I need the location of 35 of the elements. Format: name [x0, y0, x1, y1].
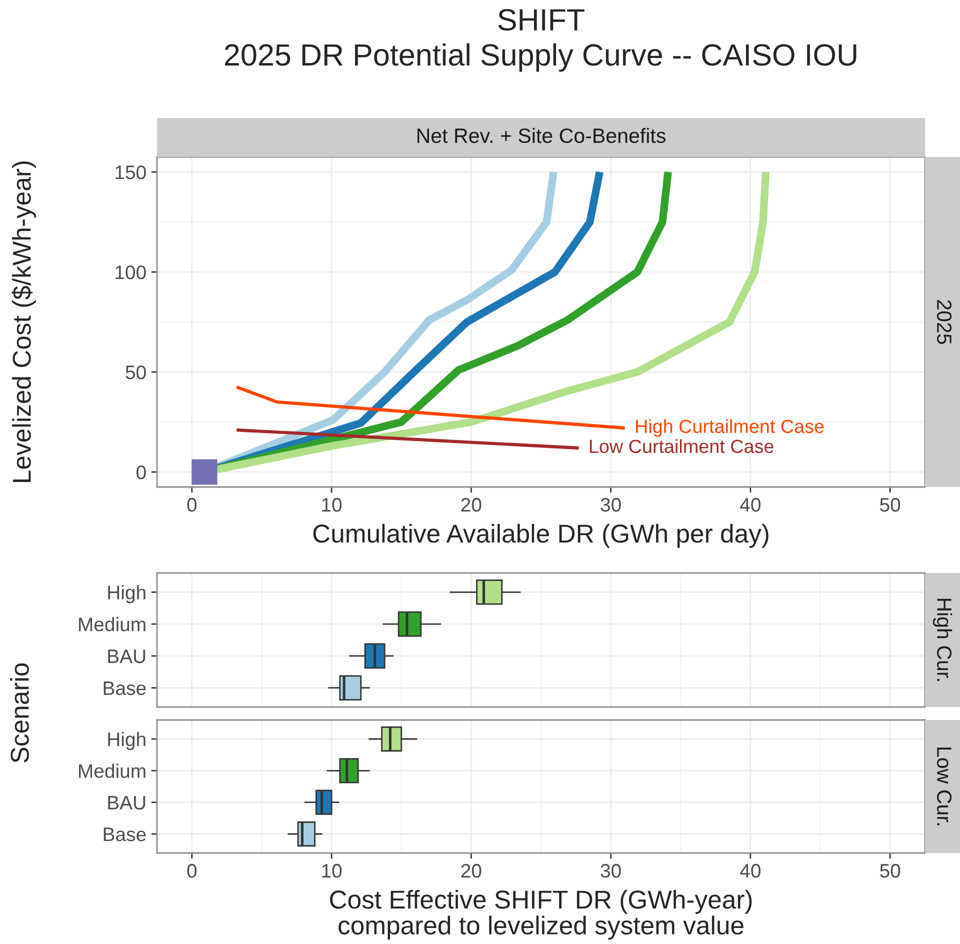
- y-tick-label: 0: [136, 465, 146, 480]
- x-tick-label: 50: [880, 498, 900, 512]
- text: Low Cur.: [936, 748, 952, 826]
- series-label: Low Curtailment Case: [590, 439, 774, 454]
- x-tick-label: 10: [322, 864, 342, 878]
- y-tick-label: High: [108, 732, 146, 750]
- series-label: High Curtailment Case: [636, 419, 824, 437]
- x-tick-label: 40: [740, 864, 761, 878]
- x-tick-label: 20: [461, 864, 482, 878]
- y-tick-label: 50: [126, 365, 146, 380]
- y-tick-label: BAU: [108, 650, 146, 664]
- x-tick-label: 20: [461, 498, 482, 512]
- y-axis-title: Levelized Cost ($/kWh-year): [12, 162, 36, 482]
- y-tick-label: 150: [116, 165, 146, 180]
- x-axis-title: Cost Effective SHIFT DR (GWh-year) compared to levelized system value: [330, 890, 752, 940]
- y-tick-label: High: [108, 585, 146, 604]
- y-tick-label: Medium: [79, 617, 146, 632]
- text: High Cur.: [932, 598, 952, 681]
- y-tick-label: Base: [104, 828, 146, 842]
- text: 2025: [936, 300, 952, 344]
- x-tick-label: 10: [322, 498, 342, 512]
- x-tick-label: 40: [740, 498, 761, 512]
- chart-subtitle: Net Rev. + Site Co-Benefits: [417, 128, 666, 144]
- x-tick-label: 0: [187, 498, 197, 512]
- x-tick-label: 50: [880, 864, 900, 878]
- y-tick-label: Base: [104, 682, 146, 696]
- y-tick-label: 100: [116, 265, 146, 280]
- y-tick-label: BAU: [108, 796, 146, 810]
- x-tick-label: 30: [600, 498, 621, 512]
- x-tick-label: 30: [600, 864, 621, 878]
- y-axis-title: Scenario: [10, 663, 29, 763]
- x-tick-label: 0: [187, 864, 197, 878]
- x-axis-title: Cumulative Available DR (GWh per day): [313, 524, 768, 548]
- chart-title: SHIFT 2025 DR Potential Supply Curve -- CAISO IOU: [224, 9, 856, 72]
- y-tick-label: Medium: [79, 764, 146, 778]
